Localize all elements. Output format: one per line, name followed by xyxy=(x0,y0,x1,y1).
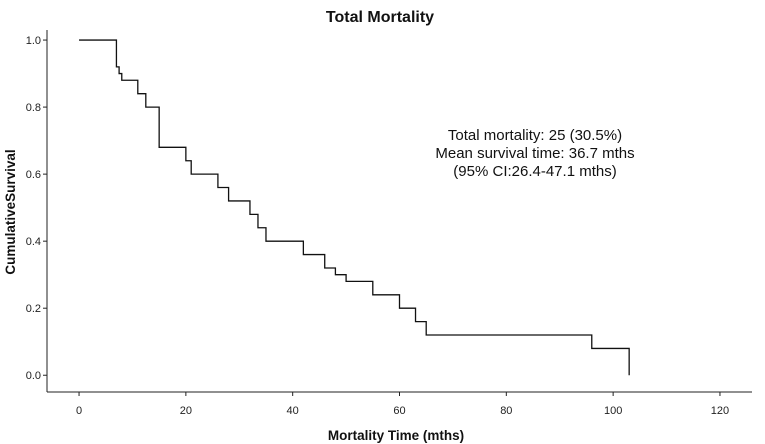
plot-area: 0 20 40 60 80 100 120 0.0 0.2 0.4 0.6 0.8 1.0 xyxy=(26,30,752,417)
y-axis-label: CumulativeSurvival xyxy=(3,149,18,274)
x-tick-label: 20 xyxy=(180,405,192,417)
y-tick-label: 0.8 xyxy=(26,102,41,114)
y-tick-label: 0.2 xyxy=(26,303,41,315)
survival-curve-line xyxy=(79,39,630,376)
y-tick-label: 0.4 xyxy=(26,236,41,248)
x-tick-label: 0 xyxy=(76,405,82,417)
y-tick-label: 1.0 xyxy=(26,35,41,47)
x-tick-label: 80 xyxy=(500,405,512,417)
annotation-total-mortality: Total mortality: 25 (30.5%) xyxy=(448,127,622,144)
annotation-mean-survival: Mean survival time: 36.7 mths xyxy=(435,145,634,162)
annotation-confidence-interval: (95% CI:26.4-47.1 mths) xyxy=(453,163,616,180)
x-tick-label: 40 xyxy=(287,405,299,417)
x-axis-label: Mortality Time (mths) xyxy=(328,428,464,443)
x-tick-label: 60 xyxy=(393,405,405,417)
x-tick-label: 120 xyxy=(711,405,729,417)
chart-title: Total Mortality xyxy=(326,9,434,26)
y-tick-label: 0.0 xyxy=(26,370,41,382)
y-tick-label: 0.6 xyxy=(26,169,41,181)
x-tick-label: 100 xyxy=(604,405,622,417)
